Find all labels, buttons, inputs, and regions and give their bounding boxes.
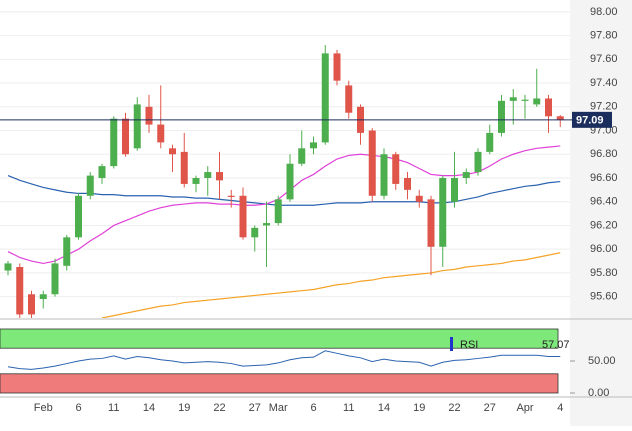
candle-body	[521, 99, 529, 101]
x-tick-label: 22	[213, 402, 225, 414]
x-tick-label: 19	[178, 402, 190, 414]
candle-body	[216, 172, 223, 181]
candle-body	[392, 154, 400, 184]
y-tick-label: 97.60	[590, 53, 618, 65]
candle-body	[439, 177, 447, 247]
last-price-box	[572, 111, 612, 128]
y-tick-label: 0.00	[588, 387, 609, 399]
rsi-band	[0, 328, 559, 349]
rsi-marker	[450, 337, 453, 351]
moving-average	[101, 252, 561, 318]
moving-average	[7, 175, 561, 206]
candle-body	[75, 195, 82, 238]
y-tick-label: 96.40	[590, 196, 618, 208]
last-price-label: 97.09	[576, 115, 604, 127]
x-tick-label: 14	[378, 402, 390, 414]
candle-body	[157, 124, 165, 143]
candle-body	[498, 100, 505, 133]
candle-body	[39, 294, 47, 300]
y-tick-label: 96.60	[590, 172, 618, 184]
rsi-title: RSI	[460, 339, 478, 351]
candle-body	[28, 294, 35, 315]
x-tick-label: 6	[75, 402, 81, 414]
rsi-line	[7, 350, 561, 370]
candle-body	[474, 151, 482, 173]
candle-body	[462, 172, 470, 178]
candle-body	[298, 148, 306, 164]
candle-body	[427, 199, 435, 247]
candle-body	[345, 85, 353, 113]
candle-body	[415, 195, 423, 202]
x-tick-label: 11	[343, 402, 354, 414]
candle-body	[239, 195, 247, 238]
candle-body	[310, 142, 317, 149]
candle-body	[274, 199, 282, 224]
candle-body	[51, 263, 59, 295]
candle-body	[533, 98, 541, 105]
candle-body	[145, 106, 153, 125]
candle-body	[380, 154, 388, 196]
candle-body	[333, 53, 341, 81]
candle-body	[451, 177, 458, 202]
rsi-band	[0, 373, 559, 394]
candle-body	[368, 130, 376, 196]
candle-body	[286, 163, 294, 200]
y-tick-label: 95.60	[590, 291, 618, 303]
x-tick-label: Feb	[34, 402, 53, 414]
x-tick-label: 4	[557, 402, 563, 414]
axis-background	[570, 0, 632, 426]
candle-body	[545, 98, 552, 117]
y-tick-label: 97.40	[590, 77, 618, 89]
y-tick-label: 97.80	[590, 30, 618, 42]
candle-body	[16, 266, 24, 315]
y-tick-label: 95.80	[590, 267, 618, 279]
x-tick-label: Apr	[516, 402, 533, 414]
candle-body	[122, 118, 129, 155]
x-tick-label: 22	[448, 402, 460, 414]
y-tick-label: 96.80	[590, 148, 618, 160]
candle-body	[486, 132, 494, 152]
candle-body	[169, 148, 176, 155]
candle-body	[192, 177, 200, 184]
candle-body	[204, 172, 212, 178]
candle-body	[227, 195, 235, 197]
candle-body	[86, 175, 94, 196]
y-tick-label: 96.20	[590, 219, 618, 231]
candle-body	[321, 53, 329, 143]
candle-body	[110, 118, 118, 167]
candle-body	[251, 227, 259, 238]
x-tick-label: 6	[310, 402, 316, 414]
candle-body	[133, 104, 141, 149]
candle-body	[4, 263, 12, 271]
candle-body	[180, 151, 188, 184]
x-tick-label: 27	[484, 402, 496, 414]
y-tick-label: 96.00	[590, 243, 618, 255]
y-tick-label: 97.20	[590, 101, 618, 113]
x-tick-label: 27	[249, 402, 261, 414]
candle-body	[509, 97, 517, 101]
y-tick-label: 50.00	[588, 355, 616, 367]
candle-body	[98, 166, 106, 178]
y-tick-label: 98.00	[590, 6, 618, 18]
x-tick-label: 11	[108, 402, 119, 414]
rsi-value-label: 57.07	[542, 339, 570, 351]
candle-body	[556, 116, 564, 120]
candle-body	[63, 237, 71, 266]
candle-body	[263, 223, 270, 226]
candle-body	[404, 177, 411, 190]
x-tick-label: 19	[413, 402, 425, 414]
x-tick-label: Mar	[269, 402, 288, 414]
x-tick-label: 14	[143, 402, 155, 414]
